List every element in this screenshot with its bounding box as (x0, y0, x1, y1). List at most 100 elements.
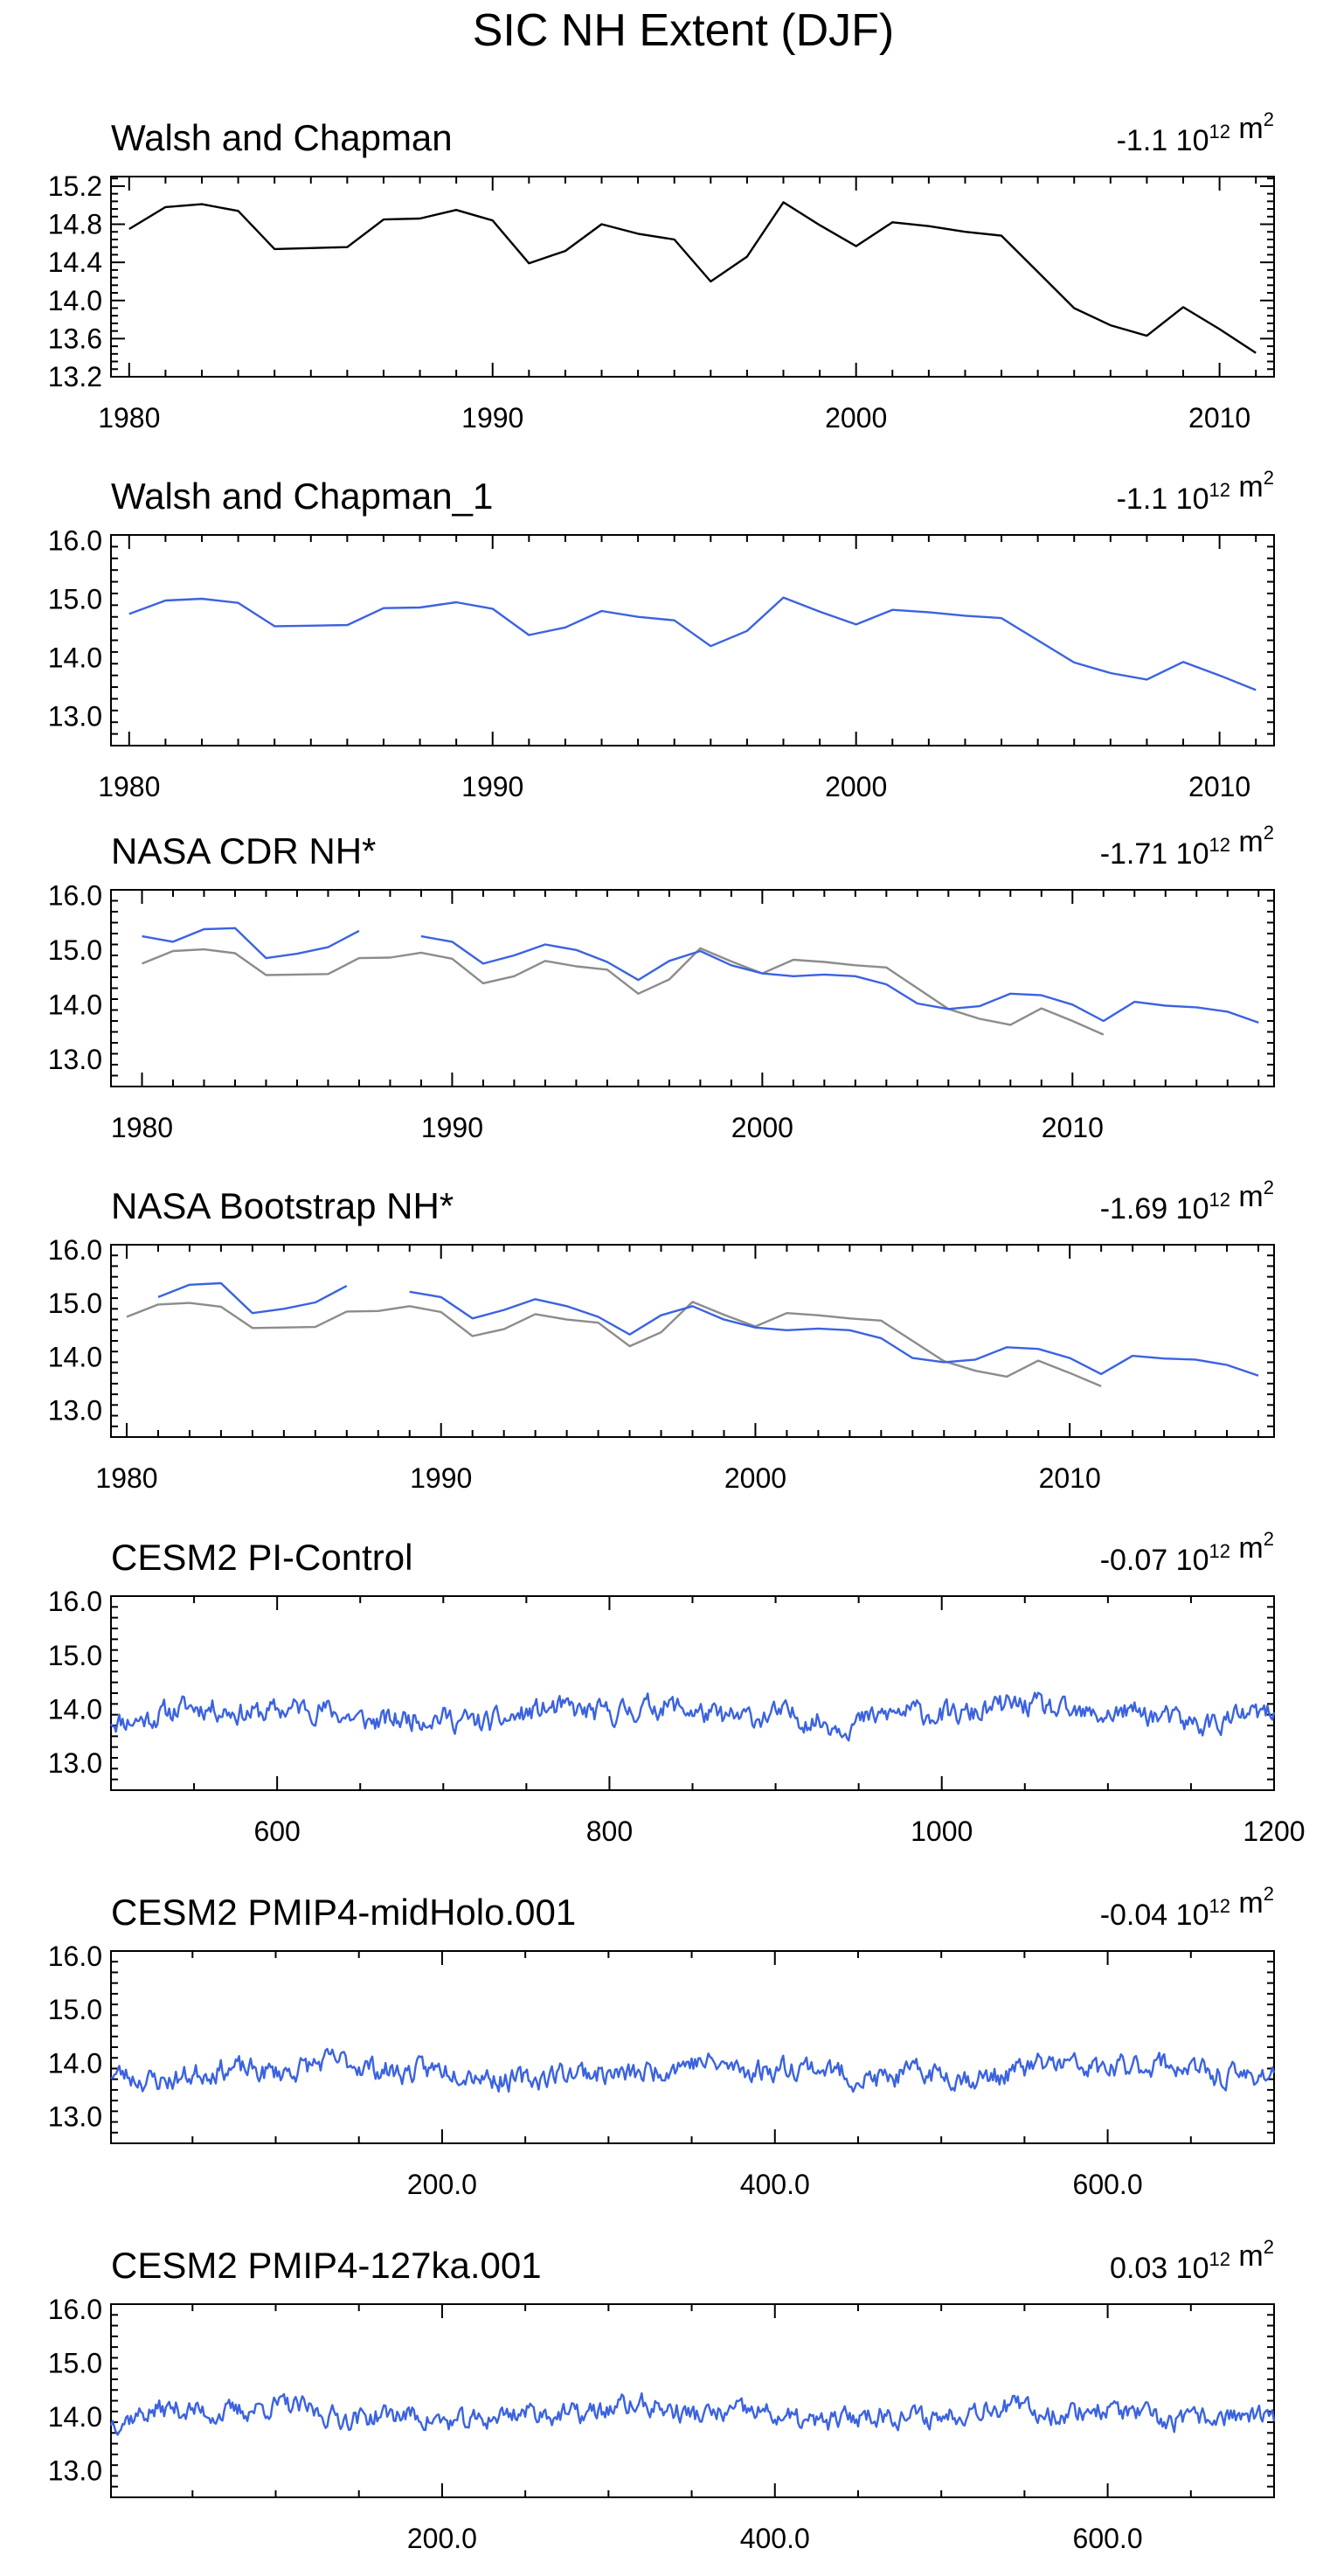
y-tick-label: 13.0 (48, 2100, 102, 2132)
x-tick-label: 200.0 (407, 2169, 477, 2200)
trend-superscript: 2 (1264, 108, 1274, 130)
trend-text: 10 (1176, 837, 1209, 871)
y-tick-label: 14.8 (48, 209, 102, 240)
y-tick-label: 13.6 (48, 323, 102, 354)
trend-superscript: 2 (1264, 467, 1274, 489)
trend-superscript: 2 (1264, 1177, 1274, 1198)
series-line-2 (142, 927, 1259, 1024)
panel-title: NASA Bootstrap NH* (111, 1185, 454, 1226)
x-tick-label: 2000 (825, 402, 887, 434)
y-tick-label: 13.0 (48, 1044, 102, 1075)
x-tick-label: 1990 (421, 1112, 483, 1143)
trend-superscript: 2 (1264, 822, 1274, 844)
x-tick-label: 1200 (1243, 1816, 1305, 1847)
trend-text: 10 (1176, 1544, 1209, 1577)
panel-5: CESM2 PI-Control -0.07 1012 m2 13.0 14.0 15.… (48, 1528, 1306, 1847)
x-tick-label: 2000 (724, 1462, 786, 1494)
trend-text: m (1230, 112, 1264, 145)
trend-superscript: 12 (1209, 479, 1229, 501)
trend-label: -1.71 1012 m2 (1100, 822, 1274, 871)
y-tick-label: 13.0 (48, 1394, 102, 1426)
y-tick-label: 16.0 (48, 1234, 102, 1266)
x-tick-label: 1980 (98, 771, 160, 802)
series-line-1 (142, 947, 1105, 1036)
trend-superscript: 2 (1264, 2236, 1274, 2258)
y-tick-label: 15.0 (48, 2348, 102, 2379)
x-tick-label: 1990 (461, 402, 523, 434)
y-tick-label: 14.0 (48, 1341, 102, 1372)
x-tick-label: 2010 (1042, 1112, 1104, 1143)
trend-superscript: 12 (1209, 834, 1229, 856)
series-line-1 (110, 2047, 1276, 2093)
series-line-1 (110, 1691, 1276, 1742)
y-tick-label: 16.0 (48, 879, 102, 911)
x-tick-label: 600 (253, 1816, 300, 1847)
y-tick-label: 15.0 (48, 1288, 102, 1319)
trend-superscript: 12 (1209, 1540, 1229, 1562)
x-tick-label: 2010 (1188, 771, 1250, 802)
y-tick-label: 14.0 (48, 285, 102, 316)
trend-superscript: 12 (1209, 2248, 1229, 2270)
panel-title: CESM2 PMIP4-midHolo.001 (111, 1892, 576, 1933)
x-tick-label: 1980 (98, 402, 160, 434)
y-tick-label: 14.0 (48, 2401, 102, 2433)
series-line-1 (109, 2392, 1276, 2436)
trend-label: -1.69 1012 m2 (1100, 1177, 1274, 1226)
plot-frame (110, 889, 1275, 1087)
x-tick-label: 2000 (825, 771, 887, 802)
trend-label: -0.07 1012 m2 (1100, 1528, 1274, 1577)
x-tick-label: 1980 (95, 1462, 157, 1494)
x-tick-label: 1000 (911, 1816, 973, 1847)
panel-title: NASA CDR NH* (111, 830, 376, 871)
panel-1: Walsh and Chapman -1.1 1012 m2 13.2 13.6 14.… (48, 108, 1275, 434)
trend-text: 10 (1176, 124, 1209, 157)
y-tick-label: 16.0 (48, 1941, 102, 1972)
y-tick-label: 14.4 (48, 246, 102, 278)
trend-text: m (1230, 825, 1264, 858)
trend-superscript: 12 (1209, 121, 1229, 142)
plot-frame (110, 534, 1275, 746)
panel-title: Walsh and Chapman_1 (111, 476, 493, 517)
y-tick-label: 14.0 (48, 642, 102, 674)
trend-text: -1.71 (1100, 837, 1176, 871)
y-tick-label: 15.0 (48, 934, 102, 966)
plot-frame (110, 1244, 1275, 1438)
y-tick-label: 16.0 (48, 525, 102, 557)
series-line-1 (128, 596, 1257, 691)
x-tick-label: 800 (586, 1816, 633, 1847)
panel-2: Walsh and Chapman_1 -1.1 1012 m2 13.0 14.0 1… (48, 467, 1275, 802)
trend-text: m (1230, 2239, 1264, 2273)
x-tick-label: 1990 (461, 771, 523, 802)
x-tick-label: 400.0 (740, 2169, 810, 2200)
x-tick-label: 600.0 (1073, 2523, 1143, 2554)
panel-3: NASA CDR NH* -1.71 1012 m2 13.0 14.0 15.0 16.… (48, 822, 1275, 1143)
y-tick-label: 16.0 (48, 1586, 102, 1617)
panel-title: Walsh and Chapman (111, 117, 453, 158)
series-line-2 (157, 1281, 1259, 1377)
trend-superscript: 2 (1264, 1883, 1274, 1905)
x-tick-label: 2000 (731, 1112, 793, 1143)
trend-text: -1.69 (1100, 1192, 1176, 1226)
panel-title: CESM2 PI-Control (111, 1537, 412, 1578)
trend-text: m (1230, 1531, 1264, 1565)
y-tick-label: 13.0 (48, 2454, 102, 2486)
trend-superscript: 2 (1264, 1528, 1274, 1550)
trend-text: -0.04 (1100, 1899, 1176, 1932)
series-line-1 (126, 1301, 1102, 1388)
x-tick-label: 600.0 (1073, 2169, 1143, 2200)
panel-7: CESM2 PMIP4-127ka.001 0.03 1012 m2 13.0 14.… (48, 2236, 1276, 2554)
trend-label: -0.04 1012 m2 (1100, 1883, 1274, 1932)
panels-group: Walsh and Chapman -1.1 1012 m2 13.2 13.6 14.… (48, 108, 1306, 2554)
trend-label: -1.1 1012 m2 (1117, 467, 1274, 516)
trend-text: 10 (1176, 1899, 1209, 1932)
trend-text: m (1230, 1180, 1264, 1213)
trend-label: -1.1 1012 m2 (1117, 108, 1274, 157)
y-tick-label: 13.2 (48, 361, 102, 392)
y-tick-label: 15.0 (48, 584, 102, 615)
plot-frame (110, 1595, 1275, 1791)
y-tick-label: 13.0 (48, 1747, 102, 1779)
x-tick-label: 2010 (1039, 1462, 1101, 1494)
plot-frame (110, 1950, 1275, 2144)
panel-4: NASA Bootstrap NH* -1.69 1012 m2 13.0 14.0 1… (48, 1177, 1275, 1494)
trend-superscript: 12 (1209, 1189, 1229, 1211)
